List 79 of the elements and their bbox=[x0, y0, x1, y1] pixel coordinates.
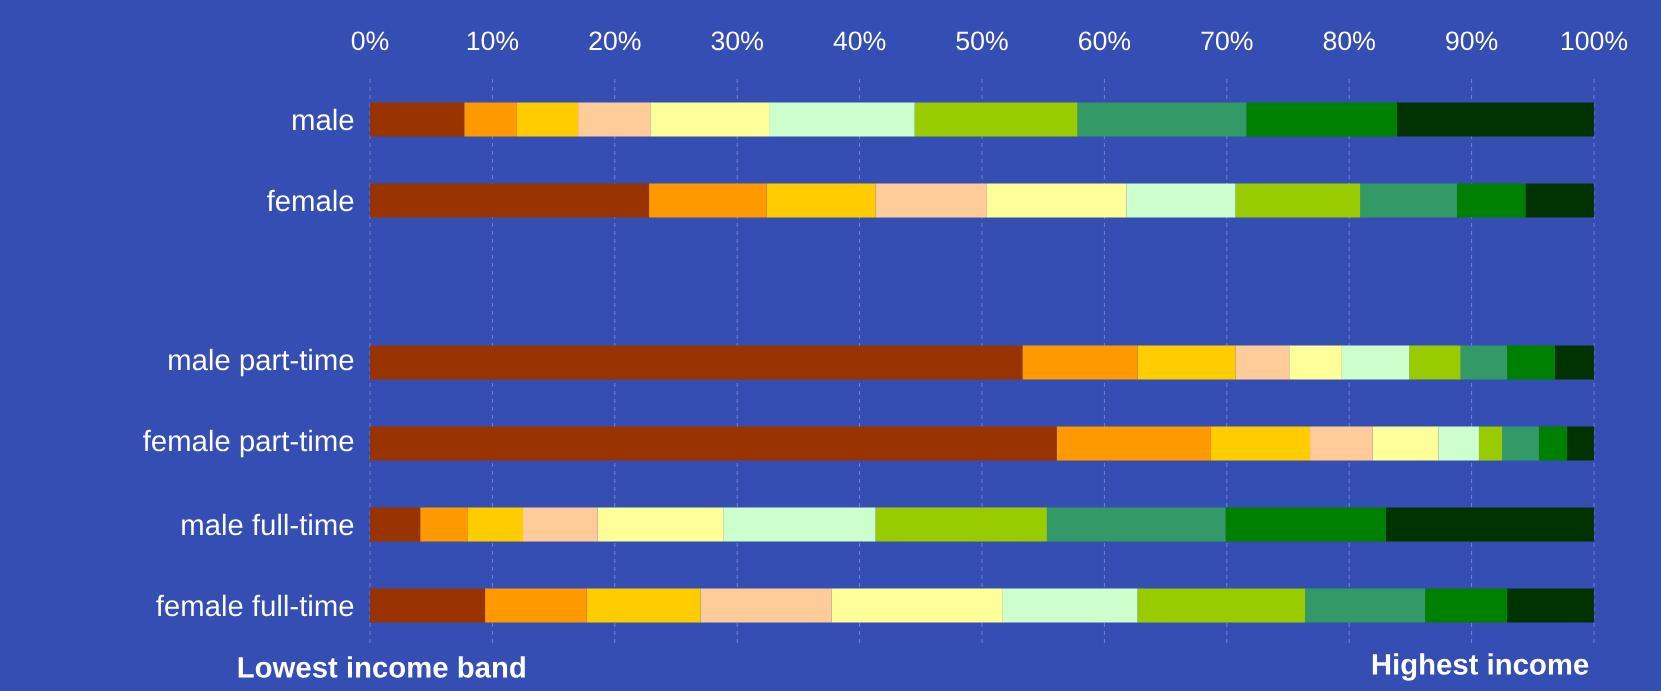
bar bbox=[1126, 183, 1236, 218]
bar bbox=[1002, 588, 1138, 623]
bar bbox=[1438, 426, 1479, 461]
bar bbox=[1538, 426, 1568, 461]
bar bbox=[1310, 426, 1373, 461]
bar bbox=[467, 507, 524, 542]
bar bbox=[1507, 345, 1555, 380]
bar bbox=[485, 588, 587, 623]
bar bbox=[700, 588, 832, 623]
y-tick-label: female bbox=[267, 189, 354, 212]
bar bbox=[370, 507, 421, 542]
bar bbox=[1372, 426, 1439, 461]
bar bbox=[1022, 345, 1138, 380]
x-tick-label: 0% bbox=[351, 31, 389, 51]
bar bbox=[1289, 345, 1342, 380]
x-tick-label: 30% bbox=[711, 31, 763, 51]
bar bbox=[370, 588, 486, 623]
text: Lowest income band bbox=[238, 656, 525, 678]
y-tick-label: male bbox=[292, 108, 354, 131]
bar bbox=[1056, 426, 1211, 461]
bar bbox=[914, 102, 1078, 137]
bar bbox=[986, 183, 1127, 218]
bar bbox=[723, 507, 876, 542]
x-tick-label: 70% bbox=[1201, 31, 1253, 51]
bar bbox=[1567, 426, 1594, 461]
bar bbox=[370, 102, 465, 137]
bar bbox=[464, 102, 517, 137]
bar bbox=[1525, 183, 1594, 218]
x-tick-label: 80% bbox=[1323, 31, 1375, 51]
bar bbox=[1425, 588, 1508, 623]
bar bbox=[1305, 588, 1426, 623]
bar bbox=[1137, 588, 1306, 623]
bar bbox=[1554, 345, 1594, 380]
bar bbox=[875, 507, 1047, 542]
bar bbox=[597, 507, 724, 542]
bar bbox=[523, 507, 598, 542]
x-tick-label: 10% bbox=[467, 31, 519, 51]
bar bbox=[831, 588, 1003, 623]
bar bbox=[578, 102, 651, 137]
bar bbox=[516, 102, 579, 137]
bar bbox=[769, 102, 915, 137]
bar bbox=[370, 183, 650, 218]
bar bbox=[1077, 102, 1247, 137]
x-tick-label: 20% bbox=[589, 31, 641, 51]
x-tick-label: 40% bbox=[833, 31, 886, 51]
bar bbox=[1409, 345, 1461, 380]
y-tick-label: male full-time bbox=[182, 513, 354, 536]
x-tick-label: 90% bbox=[1446, 31, 1498, 51]
y-tick-label: male part-time bbox=[169, 348, 354, 377]
bar bbox=[1046, 507, 1226, 542]
bar bbox=[1460, 345, 1508, 380]
bar bbox=[1246, 102, 1397, 137]
bar bbox=[1456, 183, 1526, 218]
bar bbox=[649, 183, 767, 218]
bar bbox=[1360, 183, 1457, 218]
bar bbox=[420, 507, 468, 542]
bar bbox=[875, 183, 987, 218]
y-tick-label: female full-time bbox=[156, 594, 354, 617]
bar bbox=[1225, 507, 1386, 542]
bar bbox=[1235, 345, 1290, 380]
x-tick-label: 60% bbox=[1079, 31, 1131, 51]
bar bbox=[1396, 102, 1594, 137]
bar bbox=[766, 183, 876, 218]
bar bbox=[650, 102, 770, 137]
bar bbox=[1210, 426, 1311, 461]
bar bbox=[1137, 345, 1236, 380]
bar bbox=[1385, 507, 1594, 542]
bar bbox=[1507, 588, 1594, 623]
x-tick-label: 50% bbox=[956, 31, 1008, 51]
bar bbox=[1341, 345, 1410, 380]
bar bbox=[1502, 426, 1539, 461]
y-tick-label: female part-time bbox=[143, 429, 354, 458]
bar bbox=[370, 426, 1057, 461]
x-tick-label: 100% bbox=[1561, 31, 1628, 51]
text: Highest income bbox=[1372, 653, 1589, 681]
bar bbox=[586, 588, 701, 623]
bar bbox=[370, 345, 1023, 380]
bar bbox=[1235, 183, 1361, 218]
bar bbox=[1478, 426, 1503, 461]
